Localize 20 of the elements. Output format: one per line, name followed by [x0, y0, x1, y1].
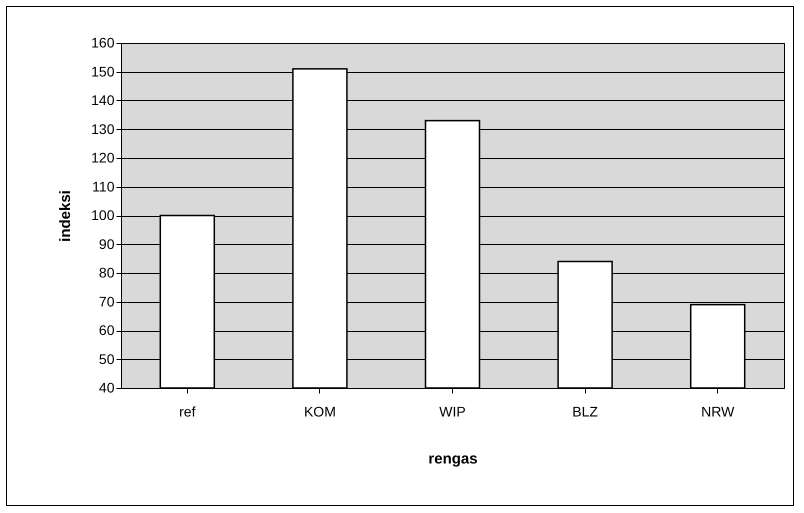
x-tick-label: ref: [179, 404, 196, 420]
y-tick-label: 150: [91, 63, 115, 80]
y-tick-label: 130: [91, 120, 115, 137]
y-tick-label: 110: [92, 178, 115, 194]
x-tick-label: BLZ: [572, 404, 598, 420]
x-tick-label: KOM: [304, 404, 336, 420]
y-tick-label: 100: [91, 207, 115, 223]
y-tick-label: 40: [98, 380, 115, 396]
y-tick-label: 80: [98, 264, 115, 280]
y-tick-label: 60: [98, 322, 115, 338]
y-tick-label: 70: [98, 293, 115, 310]
y-tick-label: 50: [98, 350, 115, 367]
y-axis-title: indeksi: [57, 190, 74, 242]
y-tick-label: 160: [91, 34, 115, 50]
y-tick-label: 90: [98, 236, 115, 252]
x-tick-label: NRW: [701, 404, 736, 420]
y-tick-label: 120: [91, 150, 115, 166]
x-axis-title: rengas: [428, 450, 478, 468]
x-tick-label: WIP: [439, 404, 466, 420]
y-tick-label: 140: [91, 92, 115, 108]
